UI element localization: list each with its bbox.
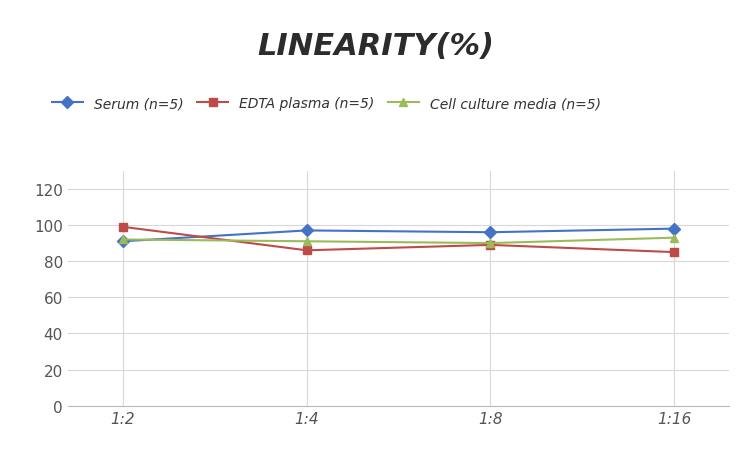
Text: LINEARITY(%): LINEARITY(%) bbox=[257, 32, 495, 60]
Line: Serum (n=5): Serum (n=5) bbox=[119, 225, 678, 246]
Legend: Serum (n=5), EDTA plasma (n=5), Cell culture media (n=5): Serum (n=5), EDTA plasma (n=5), Cell cul… bbox=[52, 97, 601, 111]
Cell culture media (n=5) bbox=[302, 239, 311, 244]
EDTA plasma (n=5) bbox=[486, 243, 495, 248]
Serum (n=5) bbox=[302, 228, 311, 234]
Serum (n=5) bbox=[486, 230, 495, 235]
Serum (n=5) bbox=[670, 226, 679, 232]
EDTA plasma (n=5) bbox=[118, 225, 127, 230]
Serum (n=5) bbox=[118, 239, 127, 244]
Line: Cell culture media (n=5): Cell culture media (n=5) bbox=[119, 234, 678, 248]
EDTA plasma (n=5) bbox=[670, 250, 679, 255]
Cell culture media (n=5) bbox=[486, 241, 495, 246]
Cell culture media (n=5) bbox=[670, 235, 679, 241]
EDTA plasma (n=5) bbox=[302, 248, 311, 253]
Line: EDTA plasma (n=5): EDTA plasma (n=5) bbox=[119, 223, 678, 257]
Cell culture media (n=5) bbox=[118, 237, 127, 243]
